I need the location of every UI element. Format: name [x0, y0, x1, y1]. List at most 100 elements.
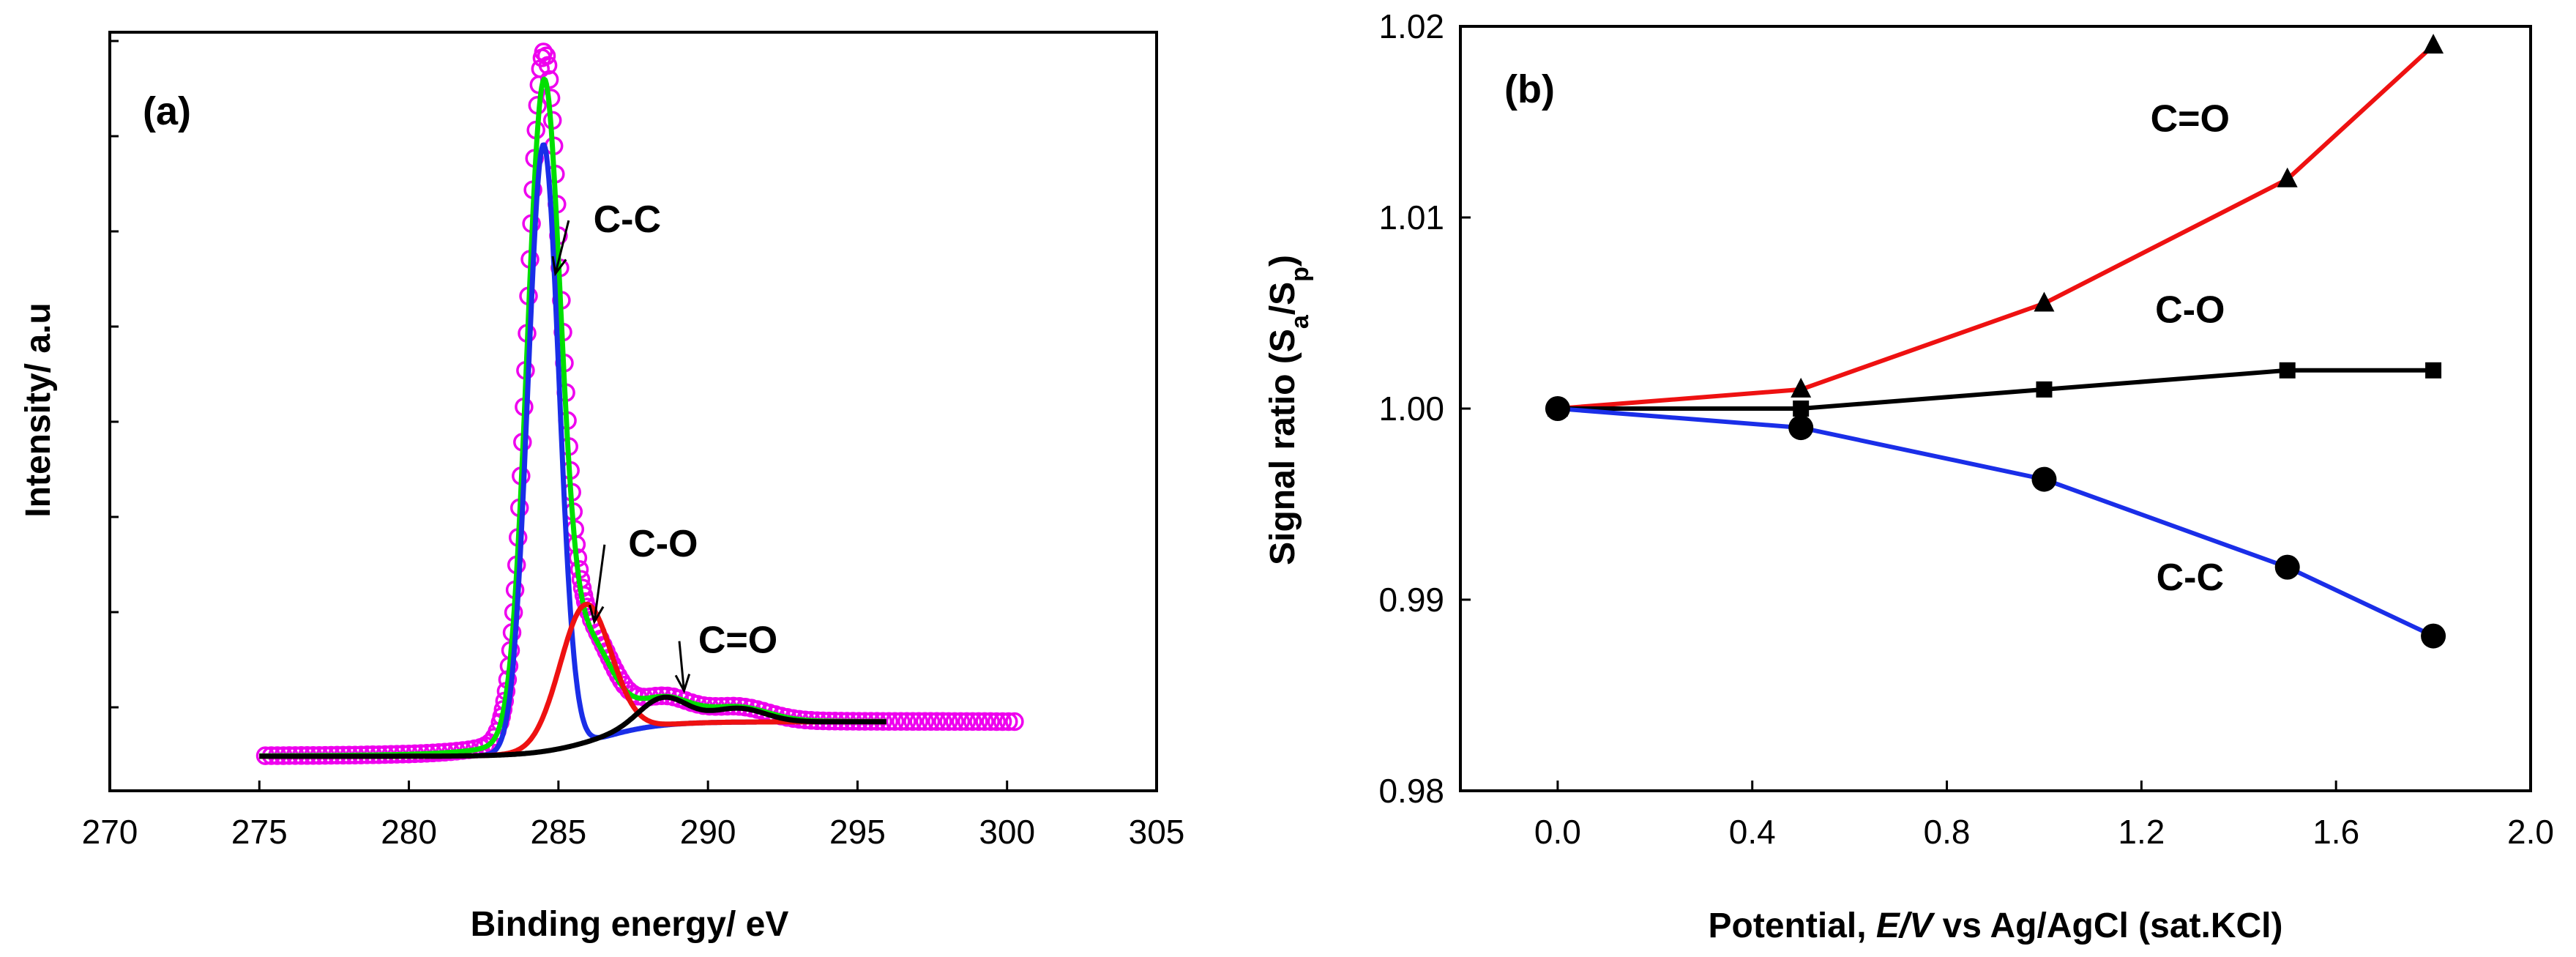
y-tick-label: 1.01 [1378, 198, 1444, 237]
panel-b-y-label-subscript: a [1286, 314, 1314, 329]
series-line-c-c [258, 142, 888, 759]
data-point [903, 712, 922, 731]
x-tick-label: 0.4 [1729, 813, 1776, 851]
panel-b-x-axis-label: Potential, E/V vs Ag/AgCl (sat.KCl) [1709, 906, 2283, 945]
panel-b-x-label-part: Potential, [1709, 906, 1876, 945]
data-point [981, 712, 1000, 731]
panel-b-y-label-subscript: p [1286, 267, 1314, 282]
annotation-arrow [554, 220, 570, 274]
panel-b-y-label-part: Signal ratio (S [1263, 329, 1302, 565]
data-point [927, 712, 947, 731]
data-point [921, 712, 941, 731]
panel-b-y-label-part: ) [1263, 255, 1302, 267]
panel-b-annotations: C=O C-O C-C [2151, 98, 2230, 599]
panel-b-x-label-italic: E/V [1876, 906, 1935, 945]
data-point-c-o [2423, 34, 2444, 54]
data-point [963, 712, 982, 731]
series-line-c-c [1557, 406, 2435, 638]
annotation-label: C-O [2155, 289, 2225, 332]
panel-b-y-label-part: /S [1263, 282, 1302, 315]
panel-a-x-axis-label: Binding energy/ eV [471, 905, 789, 944]
annotation-arrowhead [589, 604, 605, 625]
panel-a-x-ticks: 270 275 280 285 290 295 300 305 [82, 781, 1185, 851]
data-point-c-o [2036, 381, 2053, 398]
annotation-arrow [593, 544, 606, 622]
data-point-c-o [1793, 401, 1810, 417]
y-tick-label: 0.98 [1378, 772, 1444, 810]
panel-b-x-ticks: 0.0 0.4 0.8 1.2 1.6 2.0 [1534, 781, 2554, 851]
x-tick-label: 1.6 [2312, 813, 2359, 851]
annotation-label: C-O [628, 523, 698, 565]
data-point [891, 712, 911, 731]
annotation-label: C-C [2157, 556, 2224, 599]
y-tick-label: 0.99 [1378, 581, 1444, 619]
data-point [885, 712, 905, 731]
panel-b-x-label-part: vs Ag/AgCl (sat.KCl) [1933, 906, 2282, 945]
annotation-arrowhead [551, 256, 567, 277]
x-tick-label: 305 [1129, 813, 1185, 851]
data-point [538, 56, 558, 75]
panel-a-y-axis-label: Intensity/ a.u [19, 302, 58, 517]
x-tick-label: 280 [381, 813, 437, 851]
data-point-c-c [2421, 623, 2446, 649]
data-point-c-c [1788, 415, 1814, 441]
x-tick-label: 2.0 [2507, 813, 2554, 851]
data-point [933, 712, 952, 731]
data-point [909, 712, 928, 731]
annotation-arrowhead [674, 674, 691, 694]
series-line-c-o [258, 694, 888, 759]
panel-a-label: (a) [143, 89, 191, 133]
x-tick-label: 275 [231, 813, 288, 851]
panel-a-y-ticks [110, 40, 119, 709]
data-point [897, 712, 916, 731]
panel-a-annotations: C-C C-O C=O [551, 198, 777, 694]
x-tick-label: 290 [680, 813, 736, 851]
data-point-c-c [2274, 554, 2300, 580]
y-tick-label: 1.02 [1378, 7, 1444, 45]
series-line-c-o [1557, 368, 2434, 411]
series-line-c-o [258, 601, 888, 759]
x-tick-label: 1.2 [2118, 813, 2165, 851]
x-tick-label: 0.8 [1924, 813, 1971, 851]
data-point [915, 712, 935, 731]
data-point [987, 712, 1007, 731]
panel-b-series [1545, 34, 2446, 649]
data-point [939, 712, 958, 731]
panel-a-chart: 270 275 280 285 290 295 300 305 C-C C-O C=O (a) B… [19, 31, 1185, 944]
data-point-c-o [2425, 362, 2442, 379]
data-point [993, 712, 1012, 731]
data-point-c-o [2279, 362, 2296, 379]
data-point [975, 712, 994, 731]
x-tick-label: 270 [82, 813, 138, 851]
data-point [951, 712, 971, 731]
data-point [945, 712, 964, 731]
data-point-c-o [2034, 291, 2055, 312]
panel-b-y-axis-label: Signal ratio (Sa/Sp) [1263, 255, 1314, 565]
panel-b-label: (b) [1504, 67, 1555, 111]
x-tick-label: 295 [829, 813, 886, 851]
x-tick-label: 285 [530, 813, 586, 851]
data-point-c-o [2277, 167, 2298, 187]
y-tick-label: 1.00 [1378, 390, 1444, 428]
panel-b-y-ticks: 0.98 0.99 1.00 1.01 1.02 [1378, 7, 1471, 810]
annotation-label: C-C [594, 198, 661, 241]
data-point-c-c [2031, 466, 2057, 492]
data-point-c-c [1545, 396, 1570, 421]
panel-a-series [255, 42, 1024, 765]
series-line-c-o [1557, 43, 2435, 411]
data-point [999, 712, 1018, 731]
data-point [969, 712, 988, 731]
panel-a-plot-frame [108, 31, 1158, 792]
series-experimental [255, 42, 1024, 765]
annotation-label: C=O [2151, 98, 2230, 141]
x-tick-label: 0.0 [1534, 813, 1581, 851]
data-point [957, 712, 977, 731]
annotation-arrow [678, 641, 685, 691]
x-tick-label: 300 [979, 813, 1035, 851]
data-point-c-o [1791, 377, 1812, 398]
annotation-label: C=O [698, 619, 777, 662]
panel-b-chart: 0.980.991.001.011.02 0.0 0.4 0.8 1.2 1.6 2.0 … [1263, 7, 2554, 945]
data-point [1005, 712, 1024, 731]
data-point [537, 46, 556, 66]
